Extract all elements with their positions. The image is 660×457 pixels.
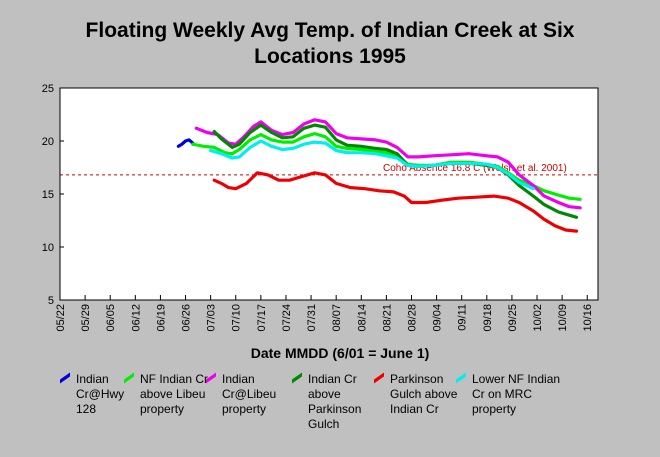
x-tick-label: 07/31 (306, 304, 318, 332)
y-tick-label: 10 (42, 242, 54, 254)
x-tick-label: 06/05 (105, 304, 117, 332)
x-tick-label: 08/07 (331, 304, 343, 332)
y-tick-label: 25 (42, 83, 54, 95)
legend-label: Indian Cr@Libeu property (222, 372, 277, 416)
reference-line-label: Coho Absence 16.8 C (Welsh et al. 2001) (383, 163, 567, 174)
legend-label: Indian Cr@Hwy 128 (76, 372, 125, 416)
x-tick-label: 06/19 (155, 304, 167, 332)
x-tick-label: 05/22 (55, 304, 67, 332)
x-tick-label: 07/03 (206, 304, 218, 332)
x-tick-label: 09/04 (432, 304, 444, 332)
x-tick-label: 08/14 (356, 304, 368, 332)
x-tick-label: 07/17 (256, 304, 268, 332)
chart-title-line2: Locations 1995 (254, 45, 406, 68)
y-tick-label: 15 (42, 189, 54, 201)
x-tick-label: 10/09 (557, 304, 569, 332)
y-tick-label: 20 (42, 136, 54, 148)
x-tick-label: 07/10 (231, 304, 243, 332)
plot-area (60, 88, 598, 300)
x-tick-label: 09/25 (507, 304, 519, 332)
x-tick-label: 07/24 (281, 304, 293, 332)
y-tick-label: 5 (48, 295, 54, 307)
legend-label: Parkinson Gulch above Indian Cr (390, 372, 458, 416)
x-tick-label: 05/29 (80, 304, 92, 332)
x-tick-label: 08/28 (406, 304, 418, 332)
x-tick-label: 10/16 (582, 304, 594, 332)
x-tick-label: 08/21 (381, 304, 393, 332)
x-tick-label: 09/18 (482, 304, 494, 332)
series-line-4 (212, 123, 579, 219)
x-tick-label: 09/11 (457, 304, 469, 331)
legend-label: Indian Cr above Parkinson Gulch (308, 372, 362, 431)
series-line-5 (212, 171, 579, 233)
chart-title-line1: Floating Weekly Avg Temp. of Indian Cree… (85, 19, 575, 42)
x-tick-label: 10/02 (532, 304, 544, 332)
legend-label: Lower NF Indian Cr on MRC property (472, 372, 561, 416)
x-axis-label: Date MMDD (6/01 = June 1) (250, 345, 430, 361)
series-line-6 (209, 139, 535, 191)
series-line-1 (176, 138, 195, 148)
x-tick-label: 06/26 (181, 304, 193, 332)
legend-label: NF Indian Cr above Libeu property (140, 372, 209, 416)
series-line-3 (194, 118, 582, 210)
x-tick-label: 06/12 (130, 304, 142, 332)
